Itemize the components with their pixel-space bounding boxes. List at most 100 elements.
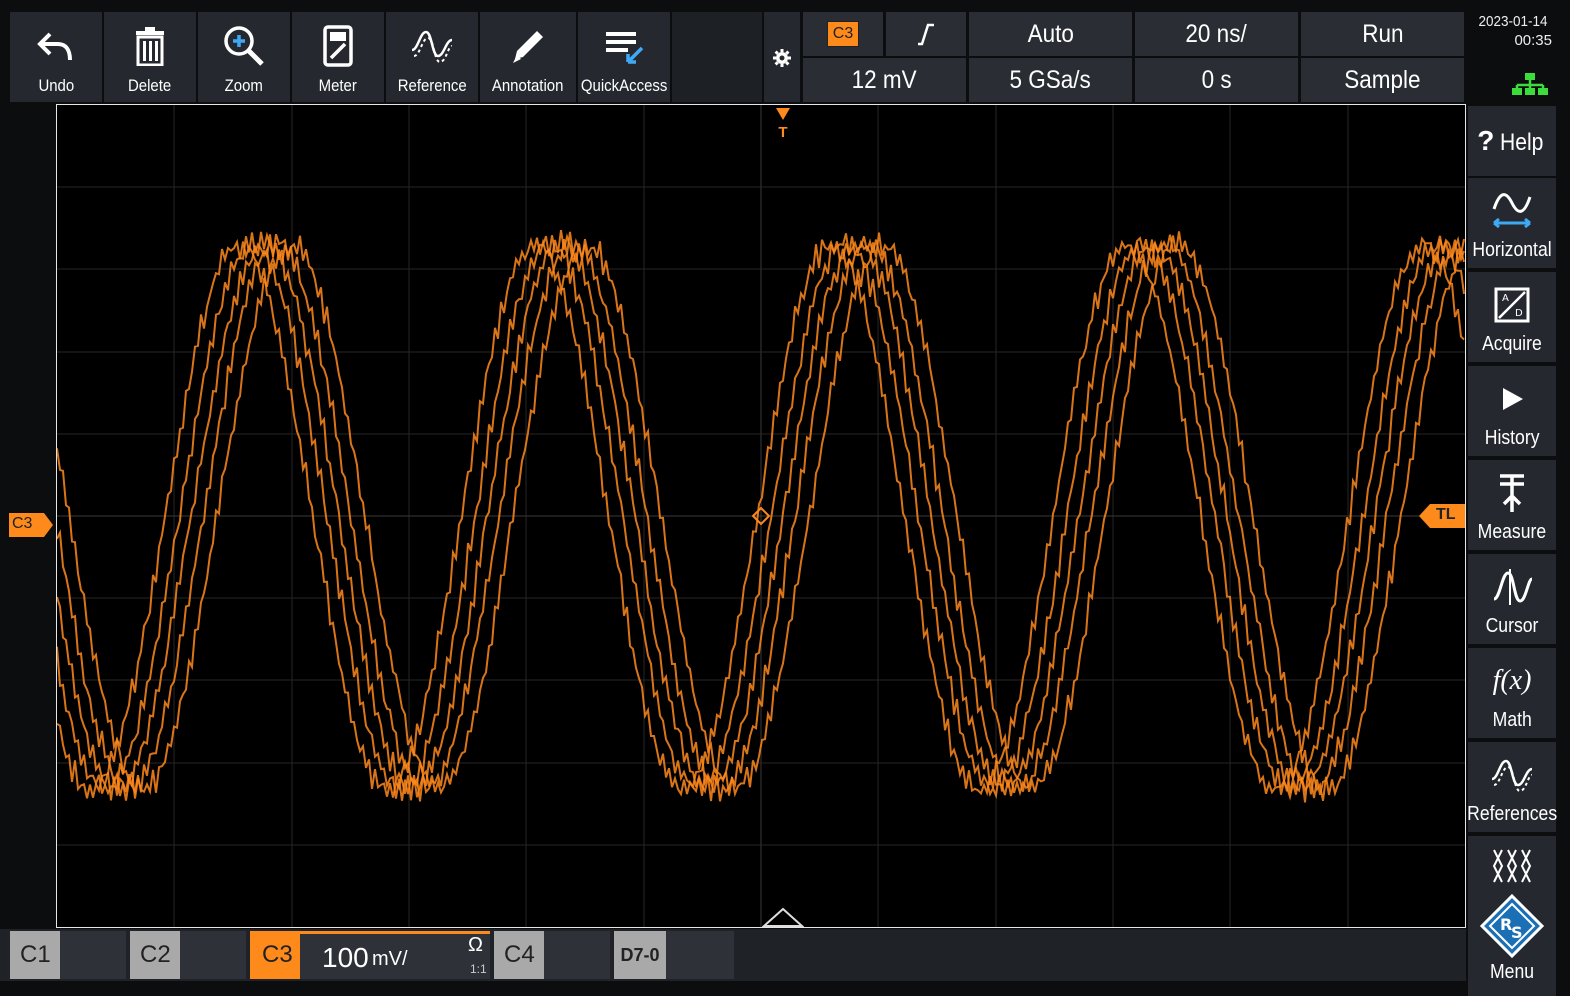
cursor-button[interactable]: Cursor — [1468, 554, 1556, 644]
acquire-label: Acquire — [1482, 333, 1542, 355]
digital-settings — [666, 931, 734, 979]
history-label: History — [1484, 427, 1540, 449]
c2-label: C2 — [130, 931, 180, 979]
menu-label: Menu — [1489, 961, 1535, 983]
references-button[interactable]: References — [1466, 742, 1558, 832]
help-content: ? Help — [1477, 125, 1546, 157]
channel-c3-tab[interactable]: C3 100 mV/ Ω 1:1 — [250, 931, 490, 979]
channel-c2-tab[interactable]: C2 — [130, 931, 246, 979]
history-button[interactable]: History — [1468, 366, 1556, 456]
c4-label: C4 — [494, 931, 544, 979]
c3-impedance-icon: Ω — [468, 934, 483, 956]
waveform-display[interactable] — [56, 104, 1466, 928]
cursor-label: Cursor — [1485, 615, 1539, 637]
help-icon: ? — [1477, 125, 1495, 156]
math-icon: f(x) — [1492, 665, 1532, 696]
c3-trace-sweep — [57, 236, 1465, 799]
reference-label: Reference — [397, 76, 467, 95]
references-label: References — [1466, 803, 1558, 825]
gear-icon — [773, 49, 791, 67]
help-button[interactable]: ? Help — [1468, 106, 1556, 176]
sample-rate: 5 GSa/s — [1009, 65, 1092, 94]
trigger-slope-cell[interactable] — [886, 12, 966, 56]
trigger-level-marker[interactable]: TL — [1418, 503, 1466, 529]
quick-access-icon — [606, 32, 644, 64]
measure-icon — [1500, 474, 1524, 512]
undo-label: Undo — [38, 76, 74, 95]
channel-c1-tab[interactable]: C1 — [10, 931, 126, 979]
svg-text:A: A — [1502, 293, 1509, 304]
network-icon — [1512, 73, 1548, 95]
time-text: 00:35 — [1514, 32, 1552, 49]
svg-text:S: S — [1511, 923, 1523, 942]
c2-settings — [180, 931, 246, 979]
rising-edge-icon — [918, 23, 934, 46]
quick-access-label: QuickAccess — [580, 76, 668, 95]
measure-label: Measure — [1477, 521, 1547, 543]
svg-text:R: R — [1500, 915, 1512, 934]
reference-icon — [411, 30, 453, 64]
c4-settings — [544, 931, 610, 979]
reference-button[interactable]: Reference — [386, 12, 478, 102]
c3-scale-unit: mV/ — [372, 948, 408, 970]
horizontal-position-cell[interactable]: 0 s — [1135, 58, 1298, 102]
trigger-position-marker[interactable]: T — [774, 107, 792, 141]
measure-button[interactable]: Measure — [1468, 460, 1556, 550]
channel-c4-tab[interactable]: C4 — [494, 931, 610, 979]
zoom-button[interactable]: Zoom — [198, 12, 290, 102]
trash-icon — [136, 27, 164, 66]
acquire-icon: A D — [1494, 287, 1530, 323]
trigger-marker-label: T — [778, 124, 788, 141]
quick-access-button[interactable]: QuickAccess — [578, 12, 670, 102]
digital-label: D7-0 — [614, 931, 666, 979]
delete-label: Delete — [128, 76, 172, 95]
pencil-icon — [513, 31, 543, 63]
sample-rate-cell[interactable]: 5 GSa/s — [969, 58, 1132, 102]
help-label: Help — [1500, 129, 1544, 156]
horizontal-icon — [1492, 193, 1532, 229]
run-state: Run — [1361, 19, 1404, 48]
horizontal-button[interactable]: Horizontal — [1468, 178, 1556, 268]
trigger-level-marker-shape — [1419, 504, 1465, 528]
c3-trace-sweep — [57, 229, 1465, 803]
annotation-button[interactable]: Annotation — [480, 12, 576, 102]
undo-icon — [37, 32, 72, 61]
waveform-trace — [57, 229, 1465, 803]
c3-marker-label: C3 — [12, 515, 33, 532]
c3-trace-sweep — [57, 232, 1465, 801]
channel-digital-tab[interactable]: D7-0 — [614, 931, 734, 979]
trigger-source-badge: C3 — [826, 21, 860, 47]
trigger-arrow-icon — [776, 108, 790, 120]
acquisition-mode-cell[interactable]: Sample — [1301, 58, 1464, 102]
svg-text:D: D — [1515, 308, 1523, 319]
acquire-button[interactable]: A D Acquire — [1468, 272, 1556, 362]
c3-settings[interactable]: 100 mV/ Ω 1:1 — [300, 931, 490, 979]
c3-marker-shape — [9, 513, 53, 537]
c3-probe-ratio: 1:1 — [470, 962, 487, 976]
trigger-source-cell[interactable]: C3 — [803, 12, 883, 56]
trigger-level-marker-label: TL — [1436, 506, 1456, 523]
math-button[interactable]: f(x) Math — [1468, 648, 1556, 738]
trigger-mode-cell[interactable]: Auto — [969, 12, 1132, 56]
horizontal-label: Horizontal — [1472, 239, 1552, 261]
references-icon — [1491, 759, 1533, 793]
trigger-level-cell[interactable]: 12 mV — [803, 58, 966, 102]
meter-button[interactable]: Meter — [292, 12, 384, 102]
menu-button[interactable]: R S Menu — [1468, 836, 1556, 996]
timebase-value: 20 ns/ — [1185, 19, 1248, 48]
c1-settings — [60, 931, 126, 979]
annotation-label: Annotation — [492, 76, 564, 95]
zoom-icon — [224, 26, 264, 66]
c3-offset-marker[interactable]: C3 — [8, 512, 54, 538]
cursor-icon — [1493, 569, 1533, 605]
protocol-icon — [1492, 849, 1532, 883]
toolbar-settings-button[interactable] — [764, 12, 800, 110]
undo-button[interactable]: Undo — [10, 12, 102, 102]
date-text: 2023-01-14 — [1478, 13, 1548, 30]
timebase-cell[interactable]: 20 ns/ — [1135, 12, 1298, 56]
c3-trace-sweep — [57, 231, 1465, 802]
rs-logo-icon: R S — [1480, 894, 1544, 958]
delete-button[interactable]: Delete — [104, 12, 196, 102]
run-state-cell[interactable]: Run — [1301, 12, 1464, 56]
trigger-level: 12 mV — [851, 65, 918, 94]
